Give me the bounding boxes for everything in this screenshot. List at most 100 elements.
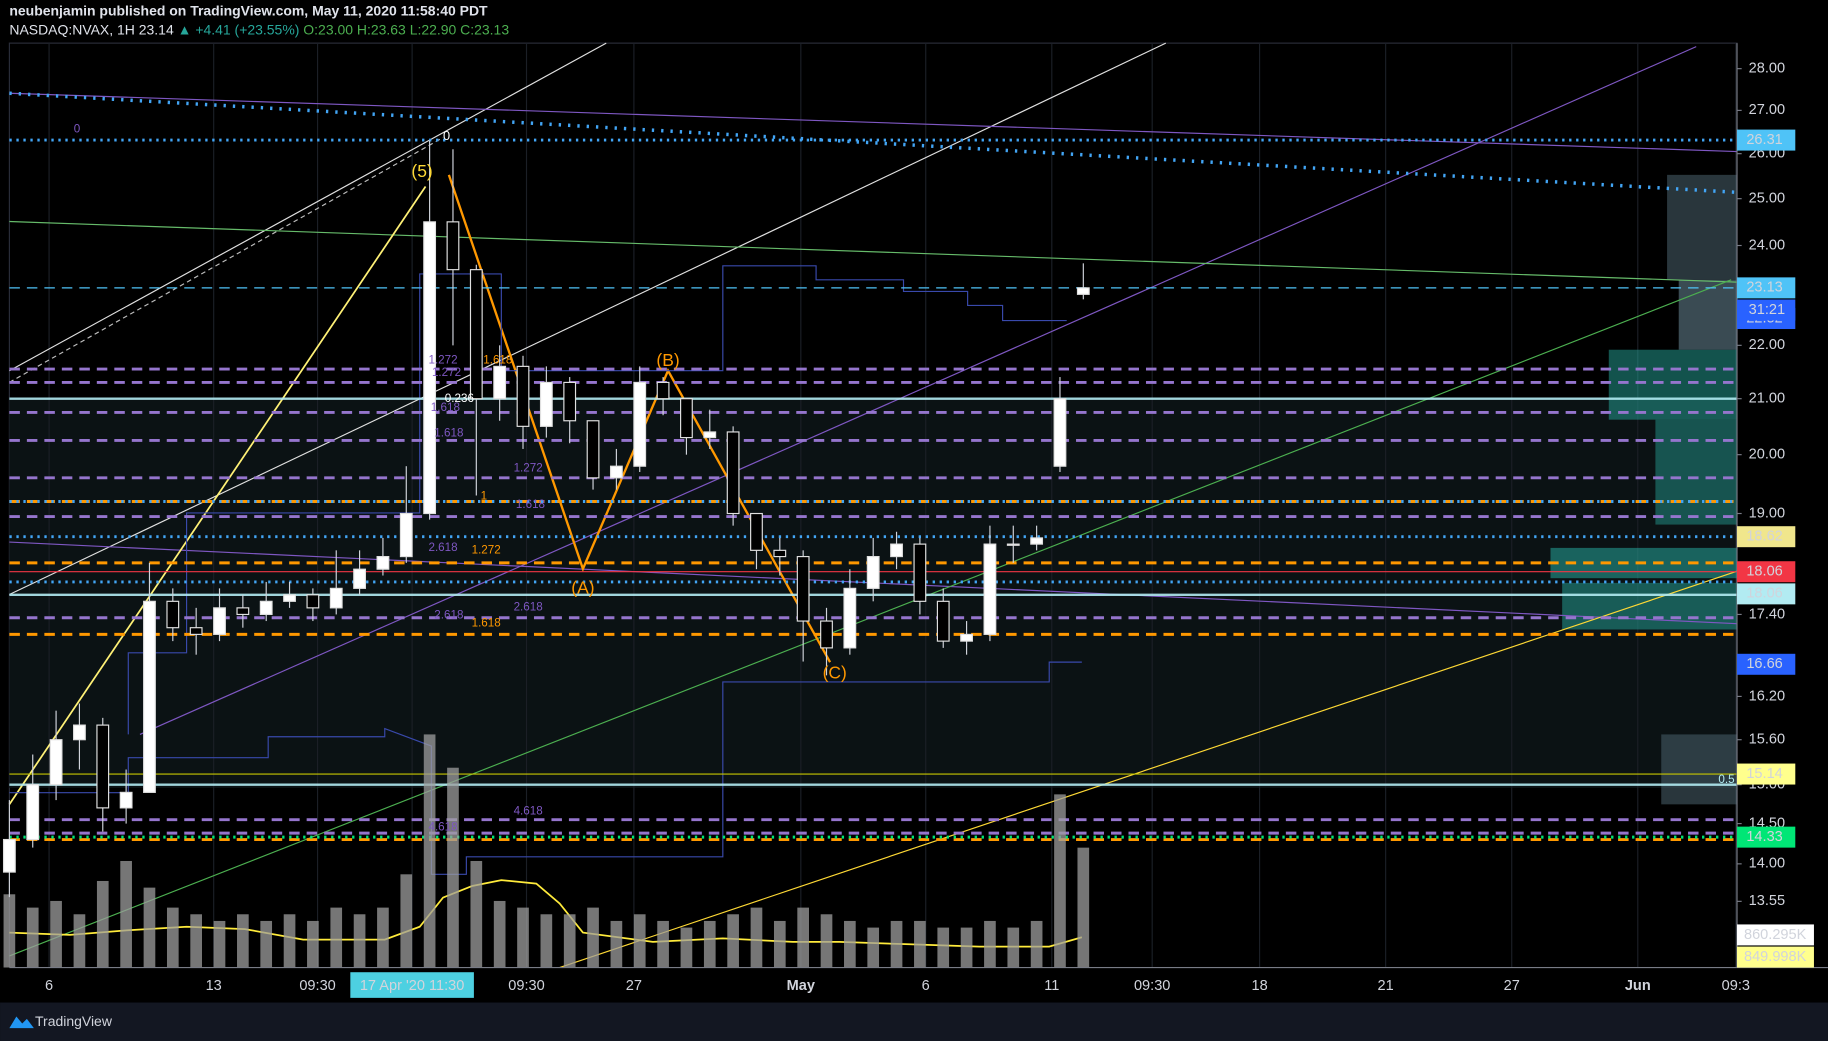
volume-bar xyxy=(237,914,249,968)
price-label-bg xyxy=(1737,526,1796,548)
volume-bar xyxy=(283,914,296,968)
volume-bar xyxy=(867,927,880,968)
candle-body xyxy=(423,221,437,515)
candle-body xyxy=(586,420,600,479)
volume-bar xyxy=(96,880,109,968)
annotation: 1.272 xyxy=(472,543,501,556)
candle-body xyxy=(376,555,390,570)
volume-label-bg xyxy=(1737,946,1814,968)
volume-profile xyxy=(1608,349,1738,420)
volume-profile xyxy=(1661,734,1738,805)
volume-bar xyxy=(750,907,763,968)
candle-body xyxy=(843,587,857,649)
x-tick-label: 18 xyxy=(1251,978,1267,994)
price-label: 18.06 xyxy=(1746,586,1782,602)
volume-bar xyxy=(143,887,156,968)
x-tick-label: 09:30 xyxy=(508,978,544,994)
y-tick-label: 14.00 xyxy=(1749,856,1785,872)
price-label-bg xyxy=(1737,763,1796,785)
volume-bar xyxy=(820,914,833,968)
candle-body xyxy=(820,620,833,649)
candle-body xyxy=(1076,287,1090,295)
annotation: 1.272 xyxy=(514,462,543,475)
volume-label: 849.998K xyxy=(1744,949,1807,965)
volume-bar xyxy=(353,914,366,968)
candle-body xyxy=(890,543,903,558)
price-label: 26.31 xyxy=(1746,132,1782,148)
author-line: neubenjamin published on TradingView.com… xyxy=(9,2,488,18)
ohlc: O:23.00 H:23.63 L:22.90 C:23.13 xyxy=(303,21,509,37)
candle-body xyxy=(49,739,63,786)
annotation: 2.618 xyxy=(434,609,463,622)
y-tick-label: 19.00 xyxy=(1749,505,1785,521)
volume-bar xyxy=(890,920,903,968)
candle-body xyxy=(680,398,693,439)
countdown: 31:21 xyxy=(1749,302,1785,318)
volume-bar xyxy=(3,894,16,968)
annotation: 1.618 xyxy=(431,401,460,414)
annotation: 0.5 xyxy=(1718,773,1734,786)
x-tick-label: 13 xyxy=(206,978,222,994)
annotation: 0 xyxy=(443,128,450,143)
x-tick-label: 21 xyxy=(1378,978,1394,994)
volume-bar xyxy=(120,860,132,968)
y-tick-label: 25.00 xyxy=(1749,191,1785,207)
volume-bar xyxy=(610,920,623,968)
y-tick-label: 20.00 xyxy=(1749,447,1785,463)
volume-bar xyxy=(937,927,950,968)
price-label-bg xyxy=(1737,561,1796,583)
volume-bar xyxy=(50,900,62,968)
volume-bar xyxy=(680,927,693,968)
x-tick-label: May xyxy=(787,978,816,994)
volume-bar xyxy=(914,920,926,968)
annotations: (5)(A)(B)(C)001.2721.2721.6181.6180.2361… xyxy=(74,122,1735,833)
volume-bar xyxy=(260,920,273,968)
volume-bar xyxy=(540,914,553,968)
candle-body xyxy=(866,555,880,589)
trend-line xyxy=(139,46,1697,735)
volume-bar xyxy=(190,914,202,968)
candle-body xyxy=(516,365,530,427)
annotation: 1.618 xyxy=(472,617,501,630)
volume-bar xyxy=(470,860,483,968)
candle-body xyxy=(796,555,810,622)
candle-body xyxy=(1030,537,1044,545)
levels xyxy=(9,138,1738,841)
annotation: (5) xyxy=(411,161,432,181)
y-tick-label: 28.00 xyxy=(1749,61,1785,77)
candle-body xyxy=(983,543,997,635)
symbol: NASDAQ:NVAX, 1H xyxy=(9,21,135,37)
volume-bar xyxy=(517,907,529,968)
time-axis xyxy=(0,967,1828,1003)
price-label-bg xyxy=(1737,277,1796,299)
volume-bar xyxy=(844,920,856,968)
annotation: 1.272 xyxy=(428,353,457,366)
volume-profile xyxy=(1655,419,1738,525)
price-label: 14.33 xyxy=(1746,829,1782,845)
y-tick-label: 17.40 xyxy=(1749,606,1785,622)
annotation: 1.618 xyxy=(483,353,512,366)
volume-bar xyxy=(633,914,646,968)
price-label: 15.14 xyxy=(1746,766,1782,782)
volume-bar xyxy=(587,907,599,968)
crosshair-label-bg xyxy=(350,972,474,998)
volume-bar xyxy=(423,734,436,968)
y-tick-label: 22.00 xyxy=(1749,337,1785,353)
candle-body xyxy=(73,724,86,741)
volume-bar xyxy=(307,920,319,968)
volume-bar xyxy=(1077,847,1090,968)
price-label-bg xyxy=(1737,129,1796,151)
wave-line xyxy=(8,186,427,805)
footer xyxy=(0,1002,1828,1041)
candle-body xyxy=(329,587,343,609)
volume-bar xyxy=(657,920,669,968)
x-tick-label: 11 xyxy=(1044,978,1059,994)
candle-body xyxy=(469,269,483,400)
candle-body xyxy=(1006,543,1020,546)
candle-body xyxy=(936,600,950,642)
annotation: 4.618 xyxy=(514,804,543,817)
y-tick-label: 13.55 xyxy=(1749,893,1785,909)
volume-bar xyxy=(1030,920,1043,968)
annotation: 2.618 xyxy=(514,600,543,613)
volume-bar xyxy=(166,907,179,968)
